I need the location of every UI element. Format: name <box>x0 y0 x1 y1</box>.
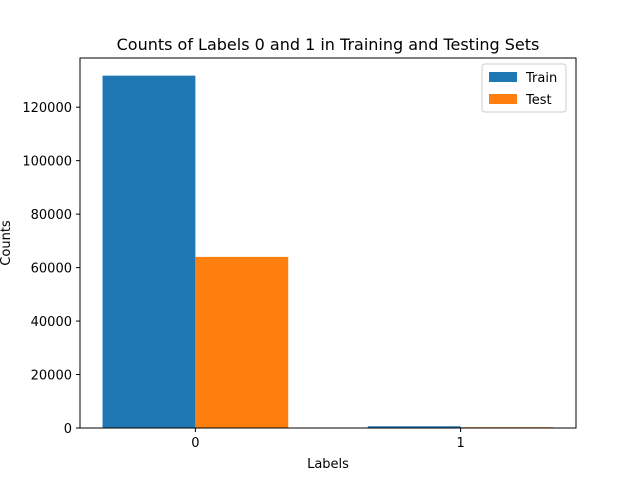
legend-label-train: Train <box>525 71 557 86</box>
legend-swatch-train <box>489 72 517 82</box>
legend: Train Test <box>481 63 567 113</box>
y-tick-label: 60000 <box>31 262 72 277</box>
bars-group <box>102 75 554 429</box>
y-tick-label: 100000 <box>22 155 72 170</box>
y-tick-label: 20000 <box>31 369 72 384</box>
bar-train-0 <box>102 75 196 429</box>
bar-test-0 <box>195 256 289 428</box>
legend-swatch-test <box>489 94 517 104</box>
y-tick-label: 0 <box>64 422 72 437</box>
plot-frame <box>79 57 577 429</box>
y-tick-label: 120000 <box>22 101 72 116</box>
y-axis: 0 20000 40000 60000 80000 100000 120000 <box>22 101 80 437</box>
y-tick-label: 80000 <box>31 208 72 223</box>
y-tick-label: 40000 <box>31 315 72 330</box>
x-tick-label: 1 <box>456 436 464 451</box>
x-tick-label: 0 <box>191 436 199 451</box>
chart-title: Counts of Labels 0 and 1 in Training and… <box>117 35 540 54</box>
bar-train-1 <box>367 426 461 428</box>
y-axis-label: Counts <box>0 220 14 266</box>
x-axis-label: Labels <box>307 457 349 472</box>
legend-label-test: Test <box>525 93 552 108</box>
